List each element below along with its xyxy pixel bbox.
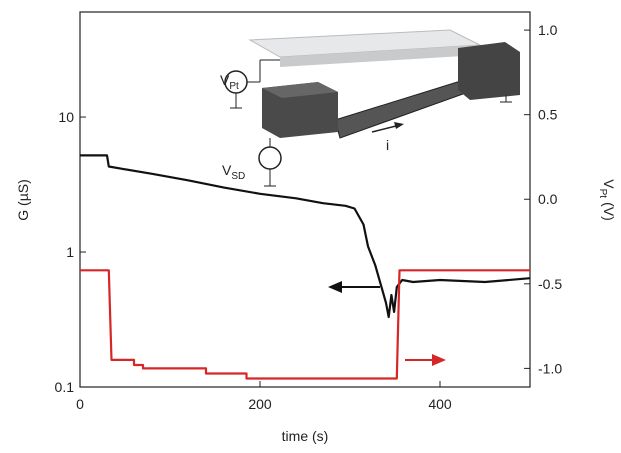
y2-tick-label: -1.0 bbox=[538, 360, 562, 376]
y2-tick-label: 0.0 bbox=[538, 191, 558, 207]
x-tick-label: 200 bbox=[248, 396, 272, 412]
annotation-vsd: VSD bbox=[222, 162, 245, 182]
data-line bbox=[80, 154, 531, 319]
y2-axis-label: VPt(V) bbox=[597, 179, 617, 220]
inset-device bbox=[224, 29, 520, 187]
y2-tick-label: 1.0 bbox=[538, 22, 558, 38]
x-tick-label: 400 bbox=[428, 396, 452, 412]
y-tick-label: 1 bbox=[66, 244, 74, 260]
y-tick-label: 10 bbox=[58, 109, 74, 125]
y-axis-label: G (µS) bbox=[15, 179, 31, 221]
x-axis-label: time (s) bbox=[282, 428, 329, 444]
annotation-current: i bbox=[386, 137, 389, 153]
annotation-vpt: VPt bbox=[220, 72, 239, 92]
axis-arrow bbox=[328, 281, 446, 366]
y-tick-label: 0.1 bbox=[55, 379, 75, 395]
x-tick-label: 0 bbox=[76, 396, 84, 412]
y2-tick-label: 0.5 bbox=[538, 107, 558, 123]
data-line bbox=[80, 269, 530, 380]
y2-tick-label: -0.5 bbox=[538, 276, 562, 292]
